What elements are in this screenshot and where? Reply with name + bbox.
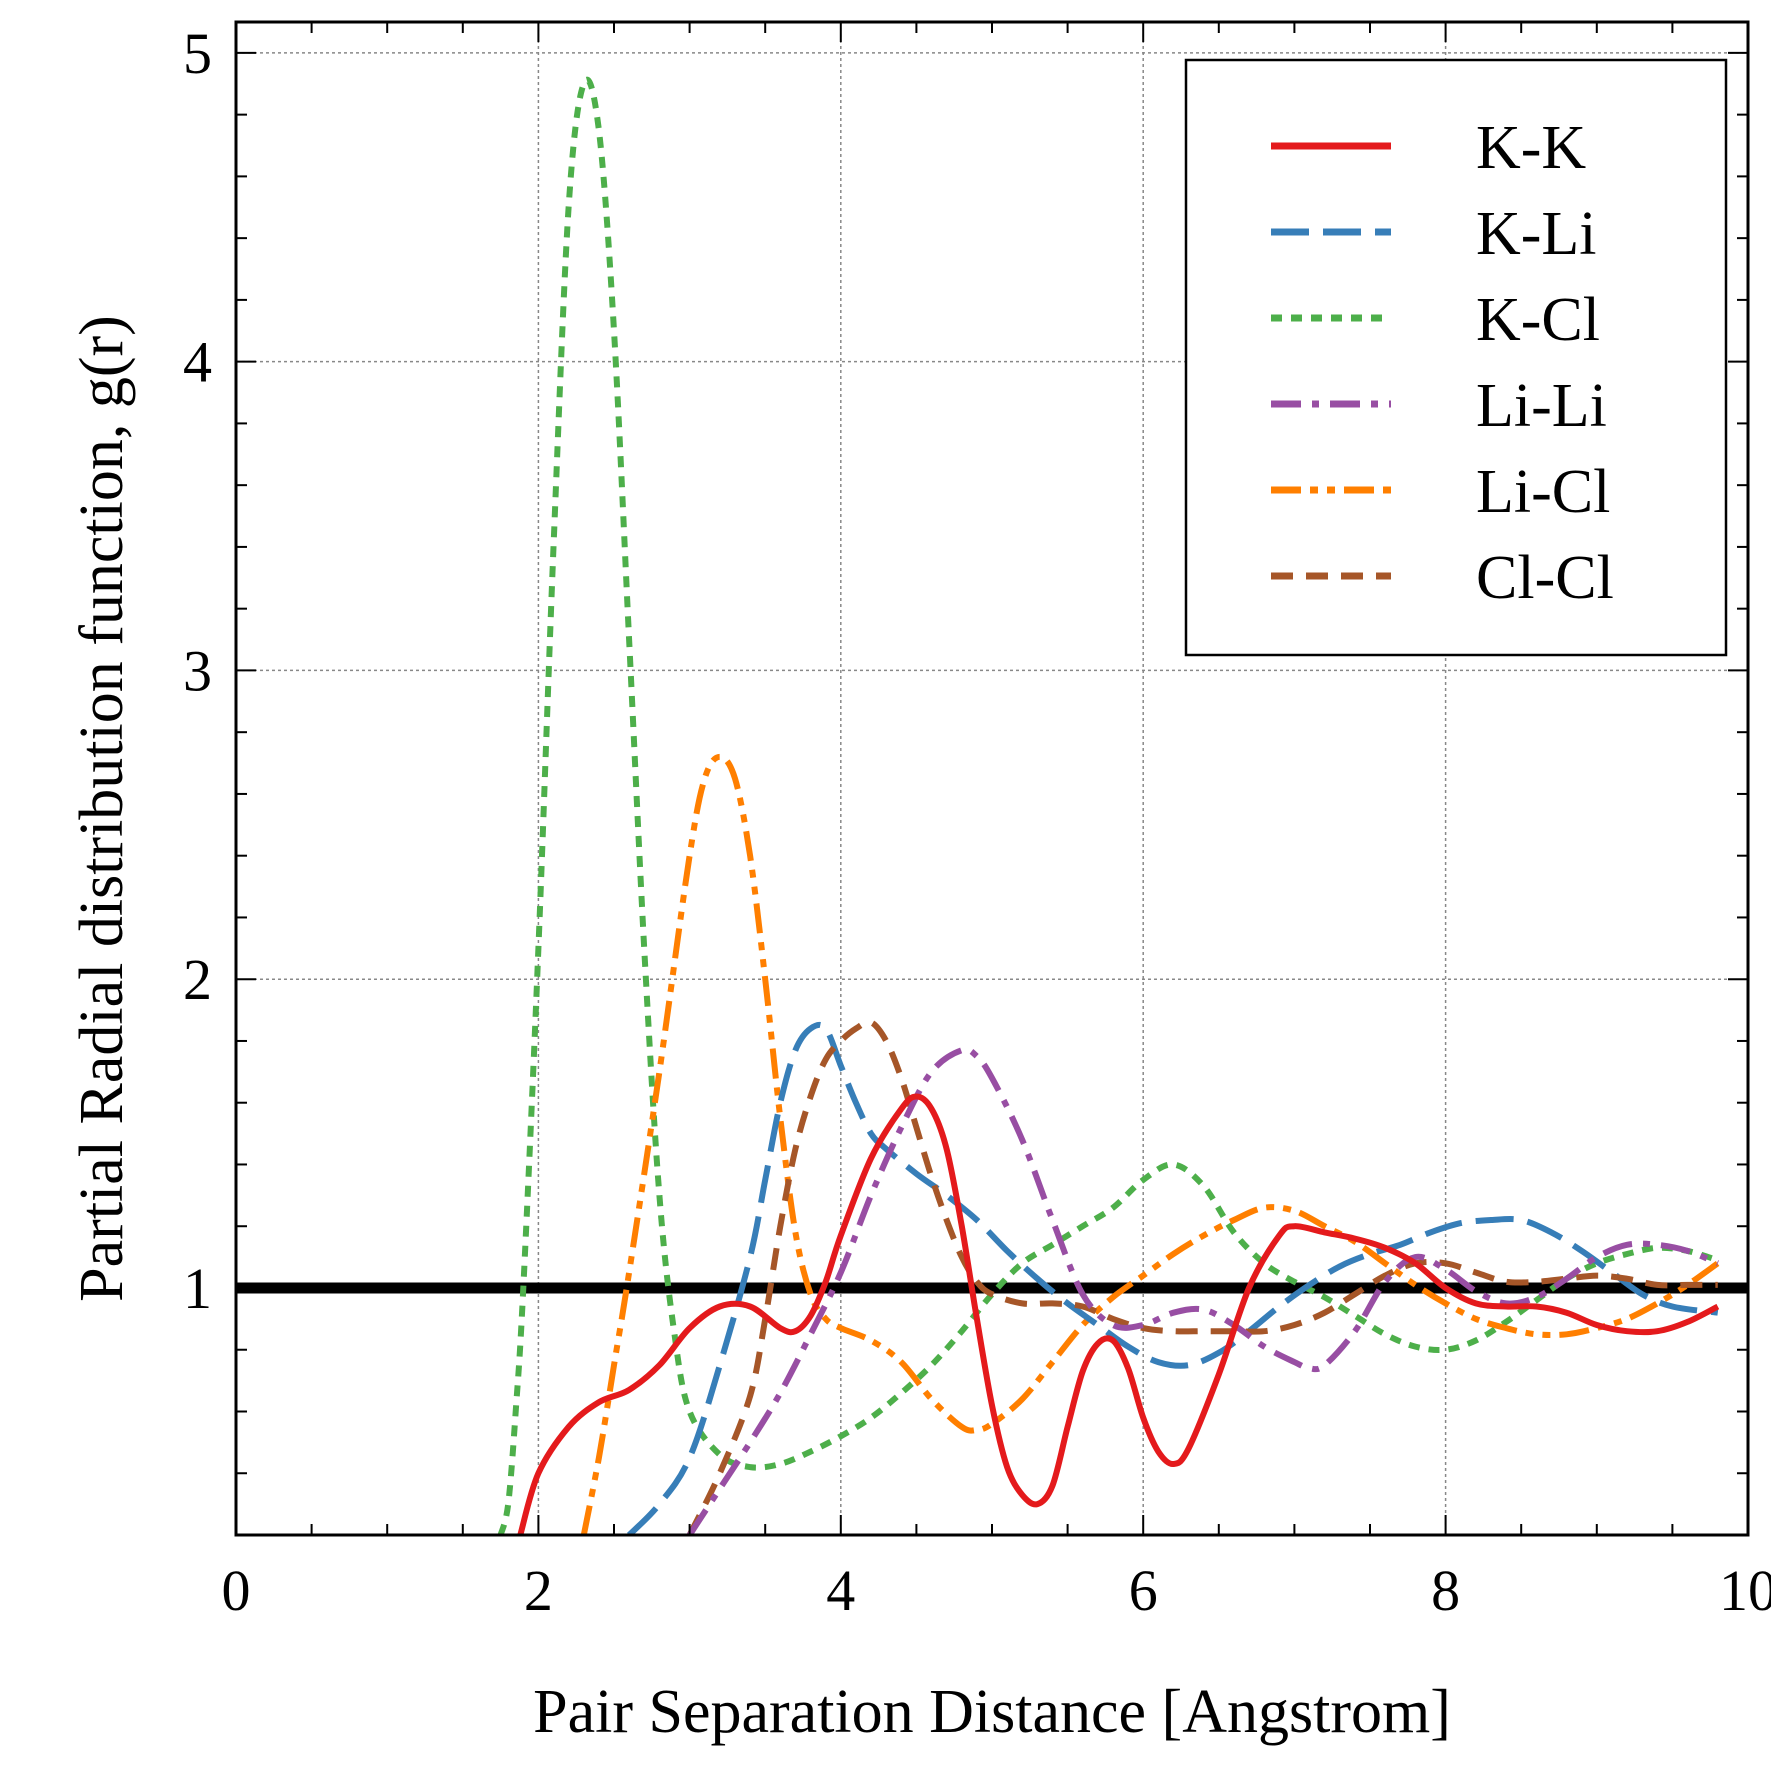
legend-label-k-cl: K-Cl xyxy=(1476,286,1600,354)
legend-label-cl-cl: Cl-Cl xyxy=(1476,544,1614,612)
plot-series xyxy=(497,76,1720,1535)
legend-label-li-cl: Li-Cl xyxy=(1476,458,1610,526)
legend-label-k-li: K-Li xyxy=(1476,200,1597,268)
x-tick-label: 6 xyxy=(1129,1558,1158,1623)
x-tick-label: 2 xyxy=(524,1558,553,1623)
x-tick-label: 4 xyxy=(826,1558,855,1623)
series-line-k-k xyxy=(517,1093,1720,1535)
x-tick-label: 10 xyxy=(1719,1558,1771,1623)
legend-label-li-li: Li-Li xyxy=(1476,372,1607,440)
legend-box xyxy=(1184,58,1728,657)
x-axis-label: Pair Separation Distance [Angstrom] xyxy=(533,1678,1451,1746)
x-tick-label: 8 xyxy=(1431,1558,1460,1623)
y-axis-label: Partial Radial distribution function, g(… xyxy=(68,315,136,1302)
legend: K-K K-Li K-Cl Li-Li Li-Cl Cl-Cl xyxy=(1184,58,1728,657)
y-tick-label: 1 xyxy=(183,1256,212,1321)
x-tick-label: 0 xyxy=(222,1558,251,1623)
series-line-k-cl xyxy=(497,76,1719,1535)
axis-ticks xyxy=(235,22,1749,1536)
y-tick-label: 4 xyxy=(183,330,212,395)
y-tick-label: 5 xyxy=(183,21,212,86)
series-line-li-cl xyxy=(580,753,1720,1535)
series-line-k-li xyxy=(626,1021,1719,1535)
legend-label-k-k: K-K xyxy=(1476,114,1586,182)
series-line-li-li xyxy=(687,1046,1719,1535)
series-line-cl-cl xyxy=(686,1018,1718,1535)
y-tick-label: 2 xyxy=(183,947,212,1012)
y-tick-label: 3 xyxy=(183,638,212,703)
